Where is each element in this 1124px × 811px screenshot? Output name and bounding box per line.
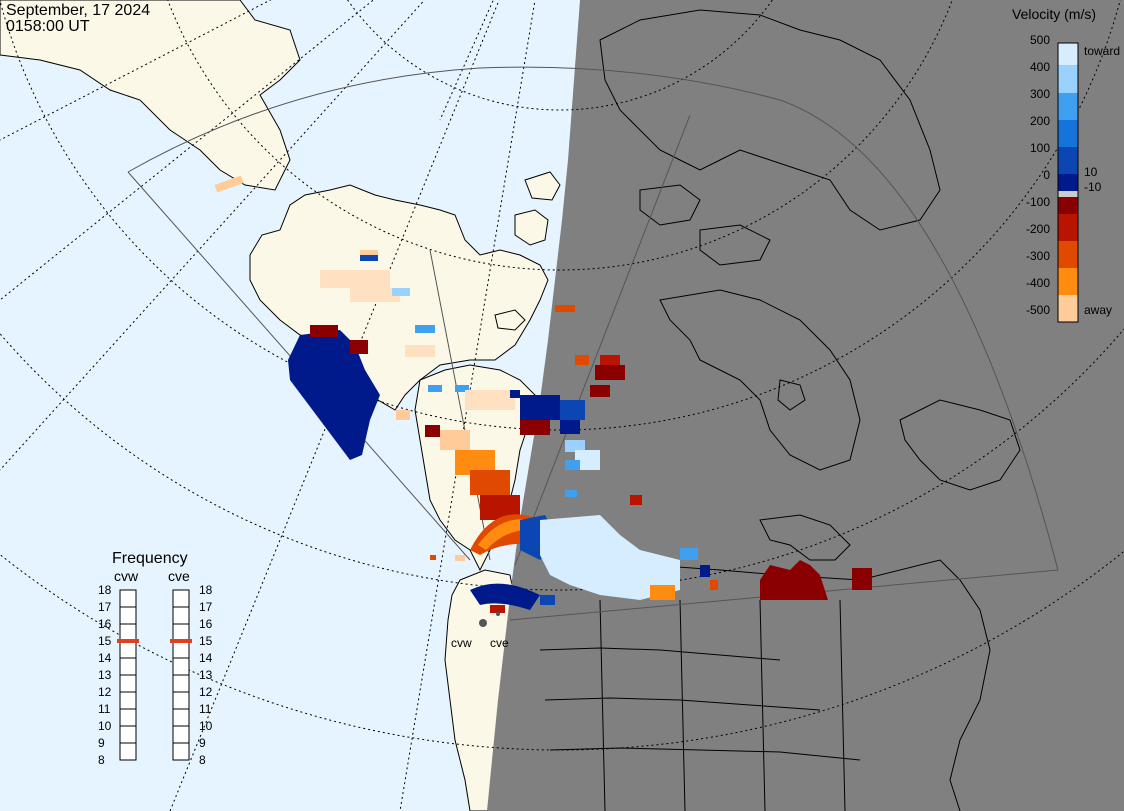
colorbar-segment xyxy=(1058,120,1078,147)
colorbar-segment xyxy=(1058,241,1078,268)
frequency-radar-cvw: cvw xyxy=(114,568,139,584)
frequency-tick-label: 17 xyxy=(98,600,112,614)
colorbar-segment xyxy=(1058,295,1078,322)
colorbar-segment xyxy=(1058,43,1078,65)
colorbar-tick-label: 300 xyxy=(1029,87,1050,101)
colorbar-tick-label: 200 xyxy=(1029,114,1050,128)
site-label-cvw: cvw xyxy=(451,636,472,650)
colorbar-tick-label: 10 xyxy=(1084,165,1098,179)
frequency-tick-label: 15 xyxy=(98,634,112,648)
frequency-tick-label: 9 xyxy=(199,736,206,750)
frequency-tick-label: 16 xyxy=(98,617,112,631)
frequency-tick-label: 17 xyxy=(199,600,213,614)
radar-sites xyxy=(479,612,500,627)
velocity-cells xyxy=(214,175,872,613)
site-cvw-marker xyxy=(479,619,487,627)
frequency-tick-label: 13 xyxy=(98,668,112,682)
night-shading xyxy=(487,0,1124,811)
colorbar-tick-label: 0 xyxy=(1043,168,1050,182)
frequency-tick-label: 10 xyxy=(199,719,213,733)
frequency-radar-cve: cve xyxy=(168,568,190,584)
frequency-tick-label: 8 xyxy=(199,753,206,767)
frequency-tick-label: 18 xyxy=(199,583,213,597)
land-night-outlines xyxy=(539,9,1021,811)
frequency-tick-label: 18 xyxy=(98,583,112,597)
colorbar-away-label: away xyxy=(1084,303,1113,317)
frequency-tick-label: 8 xyxy=(98,753,105,767)
colorbar-segment xyxy=(1058,197,1078,214)
colorbar-title: Velocity (m/s) xyxy=(1012,6,1097,22)
colorbar-segment xyxy=(1058,214,1078,241)
colorbar-tick-label: -10 xyxy=(1084,180,1102,194)
frequency-tick-label: 12 xyxy=(199,685,213,699)
colorbar-segment xyxy=(1058,174,1078,191)
colorbar-toward-label: toward xyxy=(1084,44,1121,58)
site-cve-marker xyxy=(496,612,500,616)
colorbar-segment xyxy=(1058,268,1078,295)
frequency-title: Frequency xyxy=(112,550,188,567)
colorbar-segment xyxy=(1058,65,1078,93)
frequency-tick-label: 14 xyxy=(199,651,213,665)
colorbar-tick-label: -400 xyxy=(1025,276,1050,290)
colorbar-tick-label: -200 xyxy=(1025,222,1050,236)
frequency-tick-label: 16 xyxy=(199,617,213,631)
site-label-cve: cve xyxy=(490,636,509,650)
colorbar-tick-label: -500 xyxy=(1025,303,1050,317)
frequency-panel xyxy=(117,589,192,761)
frequency-tick-label: 14 xyxy=(98,651,112,665)
colorbar-tick-label: 500 xyxy=(1029,33,1050,47)
time-label: 0158:00 UT xyxy=(6,18,90,35)
frequency-tick-label: 15 xyxy=(199,634,213,648)
frequency-tick-label: 11 xyxy=(98,702,111,716)
frequency-tick-label: 10 xyxy=(98,719,112,733)
colorbar-tick-label: -100 xyxy=(1025,195,1050,209)
frequency-tick-label: 12 xyxy=(98,685,112,699)
colorbar-tick-label: -300 xyxy=(1025,249,1050,263)
frequency-tick-label: 11 xyxy=(199,702,212,716)
colorbar-segment xyxy=(1058,93,1078,120)
frequency-tick-label: 9 xyxy=(98,736,105,750)
frequency-tick-label: 13 xyxy=(199,668,213,682)
colorbar-frame xyxy=(1057,42,1079,323)
colorbar-tick-label: 100 xyxy=(1029,141,1050,155)
velocity-colorbar xyxy=(1057,42,1079,323)
colorbar-segment xyxy=(1058,191,1078,197)
frequency-marker xyxy=(117,639,139,643)
colorbar-tick-label: 400 xyxy=(1029,60,1050,74)
date-label: September, 17 2024 xyxy=(6,2,151,19)
frequency-marker xyxy=(170,639,192,643)
colorbar-segment xyxy=(1058,147,1078,174)
